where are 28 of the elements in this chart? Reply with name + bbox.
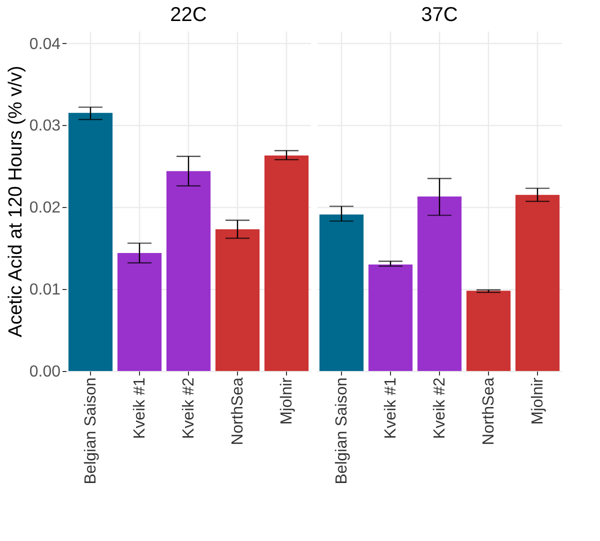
bar <box>417 196 462 371</box>
x-tick-label: Kveik #2 <box>180 377 198 439</box>
y-tick-label: 0.02 <box>29 200 61 217</box>
x-tick-label: Belgian Saison <box>334 378 350 484</box>
x-tick-label: NorthSea <box>230 377 246 446</box>
y-tick-label: 0.03 <box>29 118 61 135</box>
x-tick-label: Kveik #1 <box>132 377 148 439</box>
bar <box>215 229 260 371</box>
bar <box>466 290 511 371</box>
y-tick-label: 0.01 <box>29 282 61 299</box>
bar <box>515 194 560 371</box>
bar <box>117 253 162 371</box>
x-tick-label: Belgian Saison <box>82 378 100 484</box>
x-tick-label: Mjolnir <box>530 376 546 425</box>
x-tick-label: Mjolnir <box>278 376 296 425</box>
bar <box>368 264 413 371</box>
bar <box>68 112 113 371</box>
x-tick-label: NorthSea <box>480 377 498 446</box>
y-tick-label: 0.00 <box>29 364 61 380</box>
y-axis-title: Acetic Acid at 120 Hours (% v/v) <box>5 66 26 338</box>
chart-title: 22C <box>170 4 207 26</box>
bar <box>166 171 211 371</box>
chart-title: 37C <box>421 4 458 26</box>
x-tick-label: Kveik #2 <box>432 377 448 439</box>
bar <box>264 156 309 371</box>
y-tick-label: 0.04 <box>29 36 61 53</box>
x-tick-label: Kveik #1 <box>382 377 400 439</box>
bar <box>319 214 364 371</box>
